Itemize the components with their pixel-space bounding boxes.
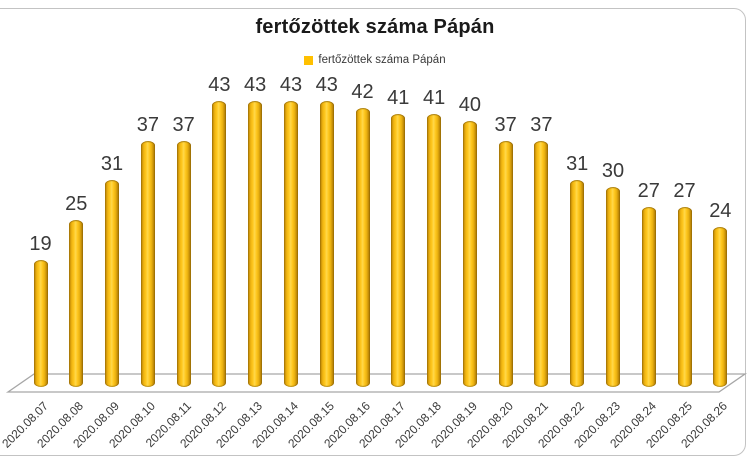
bar-value-label: 31 [566, 153, 589, 176]
bar-value-label: 43 [315, 74, 338, 97]
bar-value-label: 43 [208, 74, 231, 97]
bar-value-label: 19 [29, 232, 52, 255]
bar-value-label: 41 [422, 87, 446, 110]
bar-value-label: 31 [100, 153, 124, 176]
chart-frame [0, 8, 746, 456]
bar [248, 101, 263, 387]
bar-value-label: 27 [637, 179, 660, 202]
legend-swatch-icon [304, 55, 314, 65]
bar [176, 140, 191, 387]
bar [140, 140, 155, 387]
bar [212, 101, 227, 387]
bar-value-label: 41 [387, 87, 410, 110]
bar [33, 259, 48, 387]
bar-value-label: 37 [530, 113, 553, 136]
bar [462, 121, 477, 387]
bar-value-label: 24 [709, 199, 732, 222]
bar [534, 140, 549, 387]
bar-value-label: 30 [601, 160, 625, 182]
bar-value-label: 37 [172, 113, 195, 136]
bar-value-label: 27 [673, 179, 696, 202]
bar [355, 107, 370, 387]
bar [570, 180, 585, 387]
bar-value-label: 43 [279, 74, 303, 97]
bar-value-label: 40 [458, 94, 481, 116]
bar-value-label: 37 [136, 113, 159, 136]
bar [498, 140, 513, 387]
bar [105, 180, 120, 387]
bar [69, 220, 84, 387]
bar [605, 187, 620, 387]
chart-title: fertőzöttek száma Pápán [255, 16, 495, 38]
legend: fertőzöttek száma Pápán [0, 54, 750, 66]
bar [283, 101, 298, 387]
bar-value-label: 42 [351, 80, 374, 103]
bar [391, 114, 406, 387]
bar-value-label: 25 [65, 193, 88, 215]
bar [641, 206, 656, 387]
bar-value-label: 37 [494, 113, 517, 136]
floor-polygon [5, 373, 748, 393]
bar-value-label: 43 [244, 74, 267, 97]
bar [319, 101, 334, 387]
bar [427, 114, 442, 387]
legend-label: fertőzöttek száma Pápán [318, 54, 446, 66]
bar [713, 226, 728, 387]
bar [677, 206, 692, 387]
